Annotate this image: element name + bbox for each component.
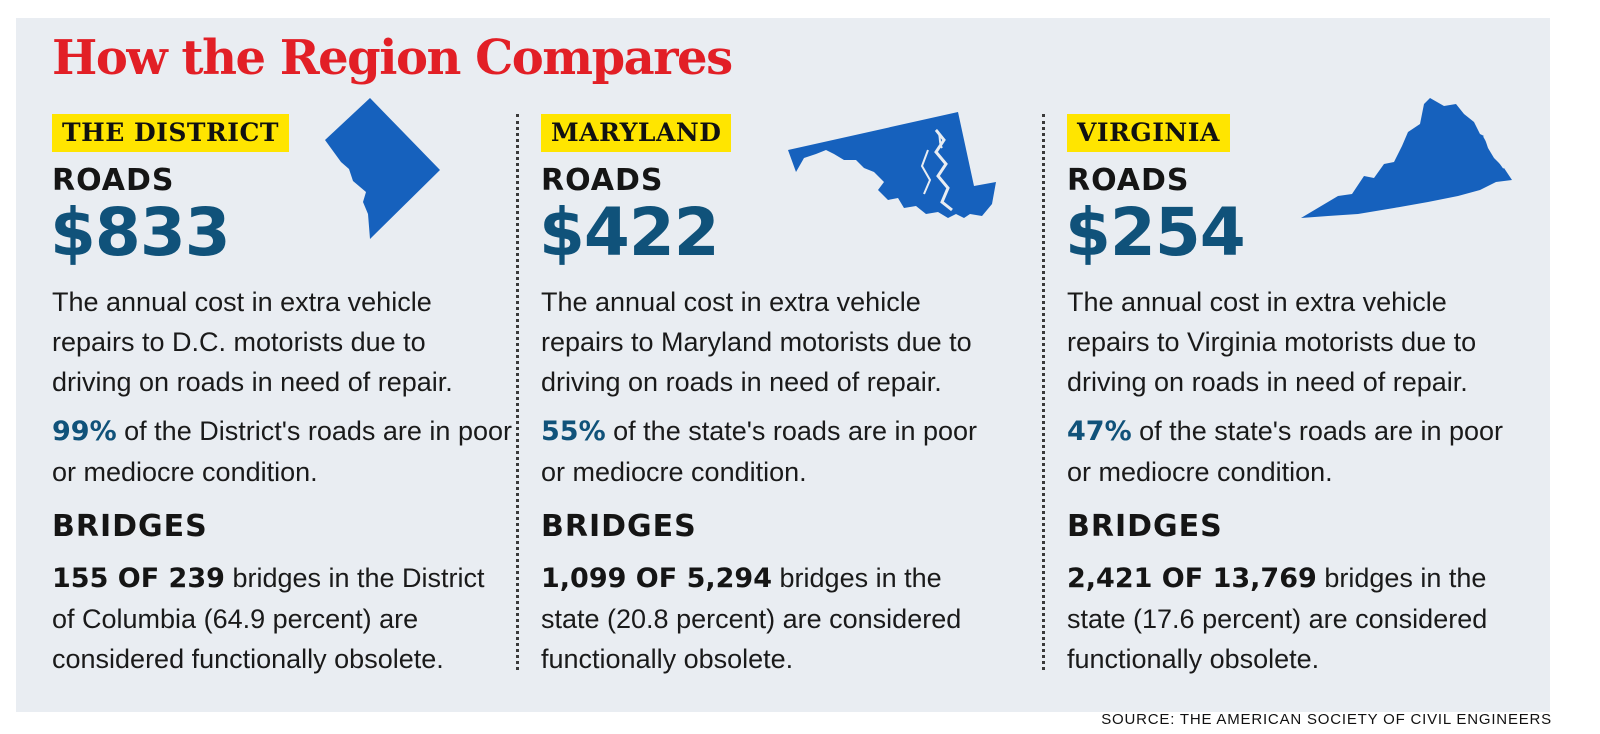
roads-percent: 47% [1067, 416, 1132, 447]
virginia-map-icon [1301, 98, 1512, 218]
roads-label: ROADS [1067, 163, 1190, 198]
source-credit: SOURCE: THE AMERICAN SOCIETY OF CIVIL EN… [1101, 711, 1552, 728]
roads-description: The annual cost in extra vehicle repairs… [1067, 287, 1477, 397]
bridges-text: bridges in the District of Columbia (64.… [52, 563, 485, 674]
roads-cost-value: $833 [50, 194, 231, 271]
page-title: How the Region Compares [52, 30, 733, 86]
bridges-label: BRIDGES [1067, 509, 1223, 544]
bridges-stat: 1,099 OF 5,294 bridges in the state (20.… [541, 558, 1001, 679]
roads-percent: 55% [541, 416, 606, 447]
roads-description: The annual cost in extra vehicle repairs… [52, 287, 453, 397]
roads-cost-value: $422 [539, 194, 720, 271]
roads-label: ROADS [541, 163, 664, 198]
roads-condition-stat: 55% of the state's roads are in poor or … [541, 411, 1001, 492]
bridges-stat: 2,421 OF 13,769 bridges in the state (17… [1067, 558, 1527, 679]
bridges-count: 155 OF 239 [52, 563, 225, 594]
bridges-label: BRIDGES [541, 509, 697, 544]
roads-cost-value: $254 [1065, 194, 1246, 271]
region-badge: VIRGINIA [1067, 114, 1230, 152]
maryland-map-icon [788, 112, 996, 218]
roads-condition-stat: 47% of the state's roads are in poor or … [1067, 411, 1527, 492]
bridges-count: 1,099 OF 5,294 [541, 563, 773, 594]
region-badge: THE DISTRICT [52, 114, 289, 152]
roads-description: The annual cost in extra vehicle repairs… [541, 287, 972, 397]
bridges-label: BRIDGES [52, 509, 208, 544]
dc-map-icon [325, 98, 440, 239]
roads-percent: 99% [52, 416, 117, 447]
bridges-text: bridges in the state (17.6 percent) are … [1067, 563, 1488, 674]
roads-label: ROADS [52, 163, 175, 198]
roads-percent-text: of the District's roads are in poor or m… [52, 416, 512, 487]
column-divider [516, 114, 519, 670]
roads-percent-text: of the state's roads are in poor or medi… [541, 416, 978, 487]
bridges-count: 2,421 OF 13,769 [1067, 563, 1317, 594]
region-badge: MARYLAND [541, 114, 732, 152]
bridges-stat: 155 OF 239 bridges in the District of Co… [52, 558, 512, 679]
roads-percent-text: of the state's roads are in poor or medi… [1067, 416, 1504, 487]
roads-condition-stat: 99% of the District's roads are in poor … [52, 411, 512, 492]
column-divider [1042, 114, 1045, 670]
bridges-text: bridges in the state (20.8 percent) are … [541, 563, 962, 674]
